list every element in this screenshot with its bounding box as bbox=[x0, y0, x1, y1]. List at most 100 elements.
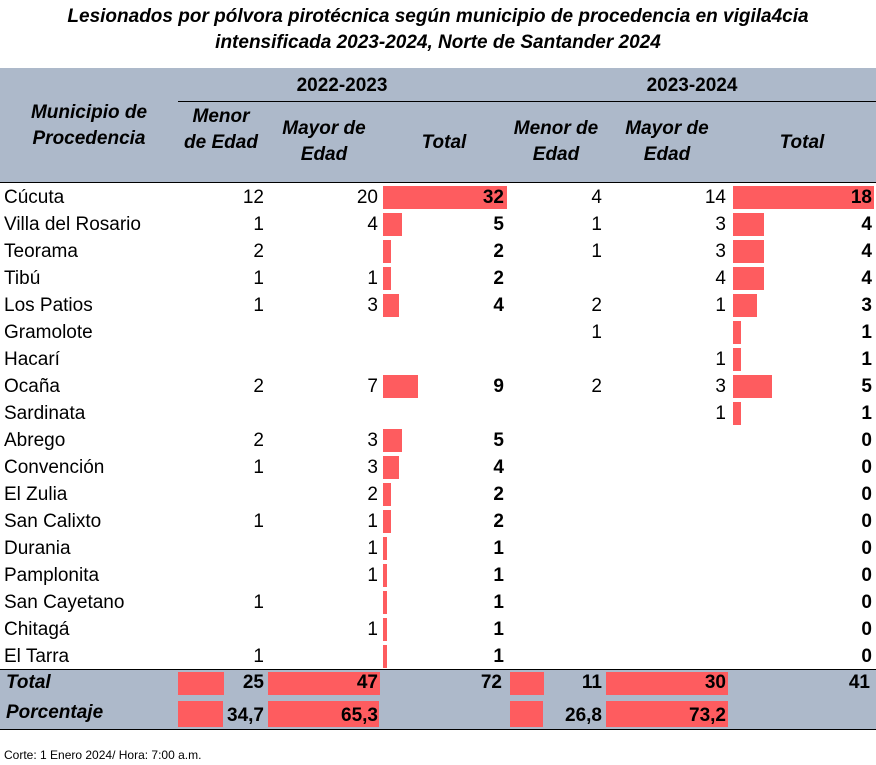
cell-a2 bbox=[608, 508, 726, 535]
header-period-1: 2022-2023 bbox=[296, 75, 388, 96]
cell-m2 bbox=[508, 427, 602, 454]
cell-a1 bbox=[270, 346, 378, 373]
cell-a1 bbox=[270, 319, 378, 346]
total-1-bar bbox=[383, 645, 387, 668]
header-municipio: Municipio de Procedencia bbox=[30, 102, 148, 149]
cutoff-note: Corte: 1 Enero 2024/ Hora: 7:00 a.m. bbox=[4, 748, 202, 762]
cell-t1: 2 bbox=[493, 484, 504, 505]
municipio-name: Tibú bbox=[4, 268, 41, 289]
cell-a1: 1 bbox=[367, 511, 378, 532]
total-1-bar bbox=[383, 186, 507, 209]
table-row: Sardinata 1 1 bbox=[0, 400, 876, 427]
cell-m2: 4 bbox=[591, 187, 602, 208]
cell-m1: 1 bbox=[253, 646, 264, 667]
cell-a1: 2 bbox=[367, 484, 378, 505]
total-row: Total 25 47 72 11 30 41 bbox=[0, 670, 876, 699]
cell-a2: 3 bbox=[715, 214, 726, 235]
cell-a2 bbox=[608, 454, 726, 481]
total-2-bar bbox=[733, 240, 764, 263]
cell-a1: 1 bbox=[367, 619, 378, 640]
total-2-bar bbox=[733, 186, 874, 209]
cell-a1: 4 bbox=[367, 214, 378, 235]
percent-m2: 26,8 bbox=[565, 705, 602, 726]
cell-a2: 1 bbox=[715, 295, 726, 316]
municipio-name: Ocaña bbox=[4, 376, 60, 397]
cell-m2 bbox=[508, 562, 602, 589]
percent-a1: 65,3 bbox=[341, 705, 378, 726]
title-line-1: Lesionados por pólvora pirotécnica según… bbox=[67, 6, 809, 27]
cell-t2: 4 bbox=[861, 268, 872, 289]
cell-t1 bbox=[386, 346, 504, 373]
municipio-name: Gramolote bbox=[4, 322, 93, 343]
cell-a2 bbox=[608, 643, 726, 670]
cell-m1: 1 bbox=[253, 592, 264, 613]
total-1-bar bbox=[383, 240, 391, 263]
header-period-2: 2023-2024 bbox=[646, 75, 738, 96]
cell-m2 bbox=[508, 400, 602, 427]
total-1-bar bbox=[383, 591, 387, 614]
cell-a1: 7 bbox=[367, 376, 378, 397]
cell-t2: 4 bbox=[861, 241, 872, 262]
cell-t2: 1 bbox=[861, 403, 872, 424]
cell-m1: 1 bbox=[253, 511, 264, 532]
municipio-name: Convención bbox=[4, 457, 105, 478]
cell-m1: 2 bbox=[253, 241, 264, 262]
municipio-name: Villa del Rosario bbox=[4, 214, 141, 235]
cell-t2: 5 bbox=[861, 376, 872, 397]
total-1-bar bbox=[383, 375, 418, 398]
total-a2: 30 bbox=[704, 672, 726, 693]
header-p2-total: Total bbox=[779, 132, 825, 153]
cell-t2: 3 bbox=[861, 295, 872, 316]
cell-t2: 0 bbox=[861, 430, 872, 451]
cell-a2 bbox=[608, 319, 726, 346]
cell-t2: 0 bbox=[861, 457, 872, 478]
cell-t1: 1 bbox=[493, 619, 504, 640]
cell-t1: 9 bbox=[493, 376, 504, 397]
total-2-bar bbox=[733, 267, 764, 290]
cell-m1 bbox=[180, 346, 264, 373]
cell-t1: 4 bbox=[493, 295, 504, 316]
cell-t1: 2 bbox=[493, 268, 504, 289]
total-t1: 72 bbox=[480, 672, 502, 693]
header-bottom-rule bbox=[0, 182, 876, 183]
page-title: Lesionados por pólvora pirotécnica según… bbox=[0, 4, 876, 56]
cell-t1: 1 bbox=[493, 565, 504, 586]
cell-m1 bbox=[180, 319, 264, 346]
cell-m1: 1 bbox=[253, 457, 264, 478]
percent-label: Porcentaje bbox=[6, 702, 104, 723]
total-m2-bar bbox=[510, 672, 544, 695]
cell-t1 bbox=[386, 319, 504, 346]
cell-m1: 1 bbox=[253, 268, 264, 289]
total-m1-bar bbox=[178, 672, 224, 695]
table-row: Cúcuta 12 20 32 4 14 18 bbox=[0, 184, 876, 211]
cell-m1 bbox=[180, 535, 264, 562]
cell-m2 bbox=[508, 643, 602, 670]
table-row: Villa del Rosario 1 4 5 1 3 4 bbox=[0, 211, 876, 238]
total-1-bar bbox=[383, 456, 399, 479]
total-a1-bar bbox=[268, 672, 380, 695]
table-row: Los Patios 1 3 4 2 1 3 bbox=[0, 292, 876, 319]
cell-t2: 0 bbox=[861, 592, 872, 613]
cell-m1 bbox=[180, 562, 264, 589]
cell-a2 bbox=[608, 481, 726, 508]
municipio-name: Durania bbox=[4, 538, 71, 559]
municipio-name: Sardinata bbox=[4, 403, 86, 424]
table-header: Municipio de Procedencia 2022-2023 2023-… bbox=[0, 68, 876, 182]
cell-a1 bbox=[270, 589, 378, 616]
municipio-name: Abrego bbox=[4, 430, 66, 451]
header-p1-menor: Menor de Edad bbox=[184, 106, 258, 153]
cell-m2 bbox=[508, 508, 602, 535]
cell-a1: 3 bbox=[367, 295, 378, 316]
cell-a2 bbox=[608, 589, 726, 616]
cell-a1: 20 bbox=[356, 187, 378, 208]
cell-m2 bbox=[508, 535, 602, 562]
cell-a2: 1 bbox=[715, 349, 726, 370]
total-m2: 11 bbox=[581, 672, 602, 693]
cell-a1 bbox=[270, 238, 378, 265]
total-1-bar bbox=[383, 213, 402, 236]
percent-row: Porcentaje 34,7 65,3 26,8 73,2 bbox=[0, 699, 876, 729]
cell-t1: 2 bbox=[493, 241, 504, 262]
table-row: San Calixto 1 1 2 0 bbox=[0, 508, 876, 535]
table-row: Durania 1 1 0 bbox=[0, 535, 876, 562]
total-t2: 41 bbox=[848, 672, 870, 693]
